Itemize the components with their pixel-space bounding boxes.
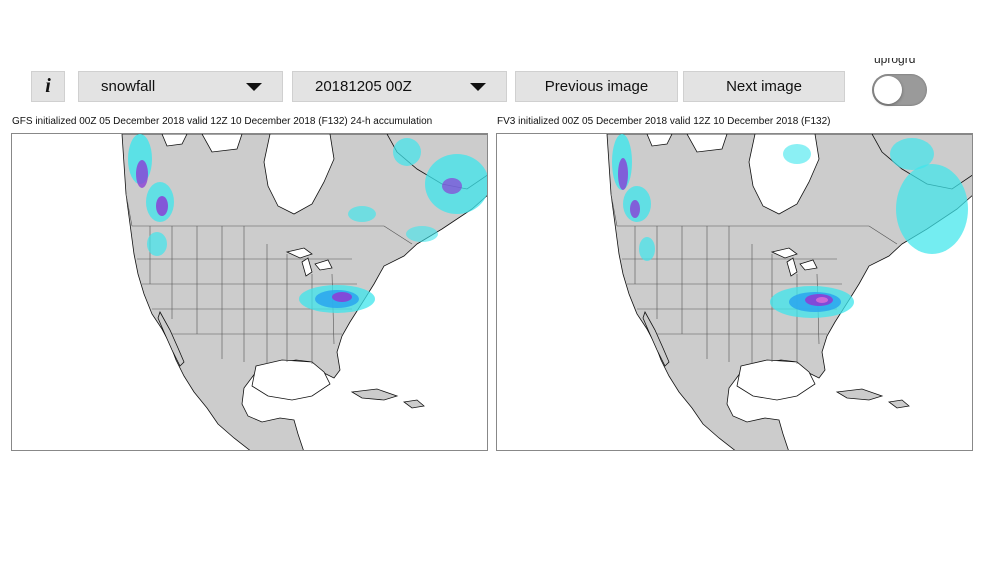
info-button[interactable]: i [31,71,65,102]
run-select-value: 20181205 00Z [315,78,412,95]
fv3-map [496,133,973,451]
previous-image-button[interactable]: Previous image [515,71,678,102]
water-layer [161,134,335,401]
snowfall-overlay [128,134,487,313]
fv3-map-graphic [606,134,972,450]
variable-select-value: snowfall [101,78,156,95]
fv3-map-caption: FV3 initialized 00Z 05 December 2018 val… [497,116,831,127]
gfs-map-caption: GFS initialized 00Z 05 December 2018 val… [12,116,433,127]
toggle-knob [874,76,902,104]
next-image-button[interactable]: Next image [683,71,845,102]
gfs-map [11,133,488,451]
snowfall-overlay [612,134,968,318]
chevron-down-icon [470,82,486,91]
variable-select[interactable]: snowfall [78,71,283,102]
toggle-label: uprogrd [874,58,916,66]
gfs-map-graphic [121,134,487,450]
chevron-down-icon [246,82,262,91]
toggle-switch[interactable] [872,74,927,106]
state-borders [125,193,413,364]
run-select[interactable]: 20181205 00Z [292,71,507,102]
